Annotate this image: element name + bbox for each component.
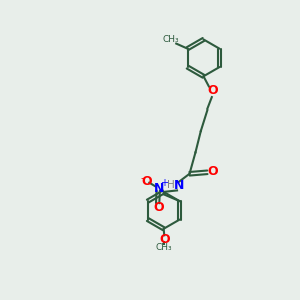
Text: CH₃: CH₃ [156,243,172,252]
Text: O: O [208,84,218,97]
Text: N: N [174,178,184,192]
Text: O: O [159,233,169,246]
Text: CH₃: CH₃ [163,35,179,44]
Text: O: O [153,201,164,214]
Text: H: H [167,180,175,190]
Text: +: + [160,178,168,188]
Text: O: O [207,165,218,178]
Text: -: - [141,172,145,183]
Text: O: O [142,175,152,188]
Text: N: N [154,182,165,195]
